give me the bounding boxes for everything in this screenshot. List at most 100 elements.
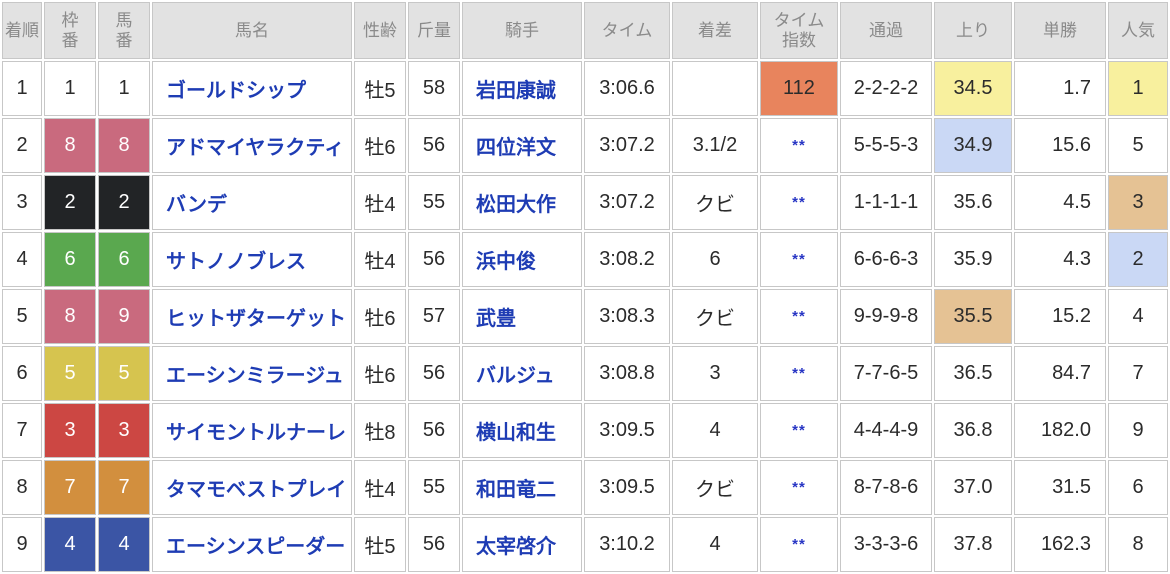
horse-number-cell: 1 <box>98 61 150 116</box>
last3f-cell: 36.8 <box>934 403 1012 458</box>
jockey-link[interactable]: 横山和生 <box>462 403 582 458</box>
horse-name-link[interactable]: サイモントルナーレ <box>152 403 352 458</box>
time-index-cell[interactable]: ** <box>760 403 838 458</box>
frame-number-cell: 5 <box>44 346 96 401</box>
passing-cell: 7-7-6-5 <box>840 346 932 401</box>
margin-cell: 4 <box>672 517 758 572</box>
result-row: 3 2 2 バンデ 牡4 55 松田大作 3:07.2 クビ ** 1-1-1-1 35.6 4.5 3 <box>2 175 1168 230</box>
col-header-time_index: タイム 指数 <box>760 2 838 59</box>
popularity-cell: 8 <box>1108 517 1168 572</box>
horse-number-cell: 3 <box>98 403 150 458</box>
sex-age-cell: 牡8 <box>354 403 406 458</box>
popularity-cell: 9 <box>1108 403 1168 458</box>
weight-cell: 57 <box>408 289 460 344</box>
weight-cell: 56 <box>408 346 460 401</box>
col-header-name: 馬名 <box>152 2 352 59</box>
weight-cell: 58 <box>408 61 460 116</box>
horse-name-link[interactable]: タマモベストプレイ <box>152 460 352 515</box>
frame-number-cell: 8 <box>44 289 96 344</box>
jockey-link[interactable]: バルジュ <box>462 346 582 401</box>
rank-cell: 3 <box>2 175 42 230</box>
margin-cell: 3 <box>672 346 758 401</box>
time-index-cell[interactable]: ** <box>760 289 838 344</box>
horse-name-link[interactable]: エーシンミラージュ <box>152 346 352 401</box>
odds-cell: 1.7 <box>1014 61 1106 116</box>
sex-age-cell: 牡6 <box>354 346 406 401</box>
popularity-cell: 6 <box>1108 460 1168 515</box>
jockey-link[interactable]: 太宰啓介 <box>462 517 582 572</box>
margin-cell: クビ <box>672 175 758 230</box>
header-row: 着順枠 番馬 番馬名 性齢 斤量 騎手 タイム 着差 タイム 指数 通過 上り 単勝 人気 <box>2 2 1168 59</box>
sex-age-cell: 牡4 <box>354 175 406 230</box>
col-header-weight: 斤量 <box>408 2 460 59</box>
time-index-cell[interactable]: ** <box>760 460 838 515</box>
rank-cell: 6 <box>2 346 42 401</box>
margin-cell: 3.1/2 <box>672 118 758 173</box>
horse-number-cell: 5 <box>98 346 150 401</box>
frame-number-cell: 2 <box>44 175 96 230</box>
time-index-cell[interactable]: ** <box>760 232 838 287</box>
odds-cell: 15.2 <box>1014 289 1106 344</box>
margin-cell: クビ <box>672 289 758 344</box>
result-row: 7 3 3 サイモントルナーレ 牡8 56 横山和生 3:09.5 4 ** 4-4-4-9 36.8… <box>2 403 1168 458</box>
popularity-cell: 3 <box>1108 175 1168 230</box>
time-index-cell[interactable]: ** <box>760 346 838 401</box>
time-cell: 3:07.2 <box>584 175 670 230</box>
horse-name-link[interactable]: バンデ <box>152 175 352 230</box>
weight-cell: 56 <box>408 403 460 458</box>
jockey-link[interactable]: 和田竜二 <box>462 460 582 515</box>
col-header-time: タイム <box>584 2 670 59</box>
time-index-cell: 112 <box>760 61 838 116</box>
passing-cell: 8-7-8-6 <box>840 460 932 515</box>
margin-cell: クビ <box>672 460 758 515</box>
horse-name-link[interactable]: アドマイヤラクティ <box>152 118 352 173</box>
last3f-cell: 34.9 <box>934 118 1012 173</box>
odds-cell: 4.3 <box>1014 232 1106 287</box>
last3f-cell: 37.8 <box>934 517 1012 572</box>
rank-cell: 2 <box>2 118 42 173</box>
last3f-cell: 35.5 <box>934 289 1012 344</box>
popularity-cell: 2 <box>1108 232 1168 287</box>
time-cell: 3:09.5 <box>584 403 670 458</box>
result-row: 1 1 1 ゴールドシップ 牡5 58 岩田康誠 3:06.6 112 2-2-2-2 34.5 1.… <box>2 61 1168 116</box>
time-index-cell[interactable]: ** <box>760 517 838 572</box>
popularity-cell: 5 <box>1108 118 1168 173</box>
time-cell: 3:08.8 <box>584 346 670 401</box>
weight-cell: 56 <box>408 118 460 173</box>
result-row: 9 4 4 エーシンスピーダー 牡5 56 太宰啓介 3:10.2 4 ** 3-3-3-6 37.8… <box>2 517 1168 572</box>
sex-age-cell: 牡6 <box>354 289 406 344</box>
sex-age-cell: 牡4 <box>354 460 406 515</box>
jockey-link[interactable]: 浜中俊 <box>462 232 582 287</box>
horse-name-link[interactable]: エーシンスピーダー <box>152 517 352 572</box>
weight-cell: 56 <box>408 517 460 572</box>
weight-cell: 56 <box>408 232 460 287</box>
passing-cell: 9-9-9-8 <box>840 289 932 344</box>
col-header-last3f: 上り <box>934 2 1012 59</box>
jockey-link[interactable]: 岩田康誠 <box>462 61 582 116</box>
odds-cell: 182.0 <box>1014 403 1106 458</box>
sex-age-cell: 牡5 <box>354 61 406 116</box>
rank-cell: 5 <box>2 289 42 344</box>
horse-name-link[interactable]: サトノノブレス <box>152 232 352 287</box>
col-header-popularity: 人気 <box>1108 2 1168 59</box>
jockey-link[interactable]: 四位洋文 <box>462 118 582 173</box>
jockey-link[interactable]: 松田大作 <box>462 175 582 230</box>
last3f-cell: 36.5 <box>934 346 1012 401</box>
last3f-cell: 35.6 <box>934 175 1012 230</box>
passing-cell: 6-6-6-3 <box>840 232 932 287</box>
time-index-cell[interactable]: ** <box>760 118 838 173</box>
rank-cell: 7 <box>2 403 42 458</box>
rank-cell: 1 <box>2 61 42 116</box>
sex-age-cell: 牡6 <box>354 118 406 173</box>
passing-cell: 4-4-4-9 <box>840 403 932 458</box>
horse-number-cell: 9 <box>98 289 150 344</box>
time-index-cell[interactable]: ** <box>760 175 838 230</box>
horse-name-link[interactable]: ヒットザターゲット <box>152 289 352 344</box>
horse-number-cell: 2 <box>98 175 150 230</box>
passing-cell: 2-2-2-2 <box>840 61 932 116</box>
popularity-cell: 4 <box>1108 289 1168 344</box>
horse-name-link[interactable]: ゴールドシップ <box>152 61 352 116</box>
result-row: 6 5 5 エーシンミラージュ 牡6 56 バルジュ 3:08.8 3 ** 7-7-6-5 36.5… <box>2 346 1168 401</box>
jockey-link[interactable]: 武豊 <box>462 289 582 344</box>
